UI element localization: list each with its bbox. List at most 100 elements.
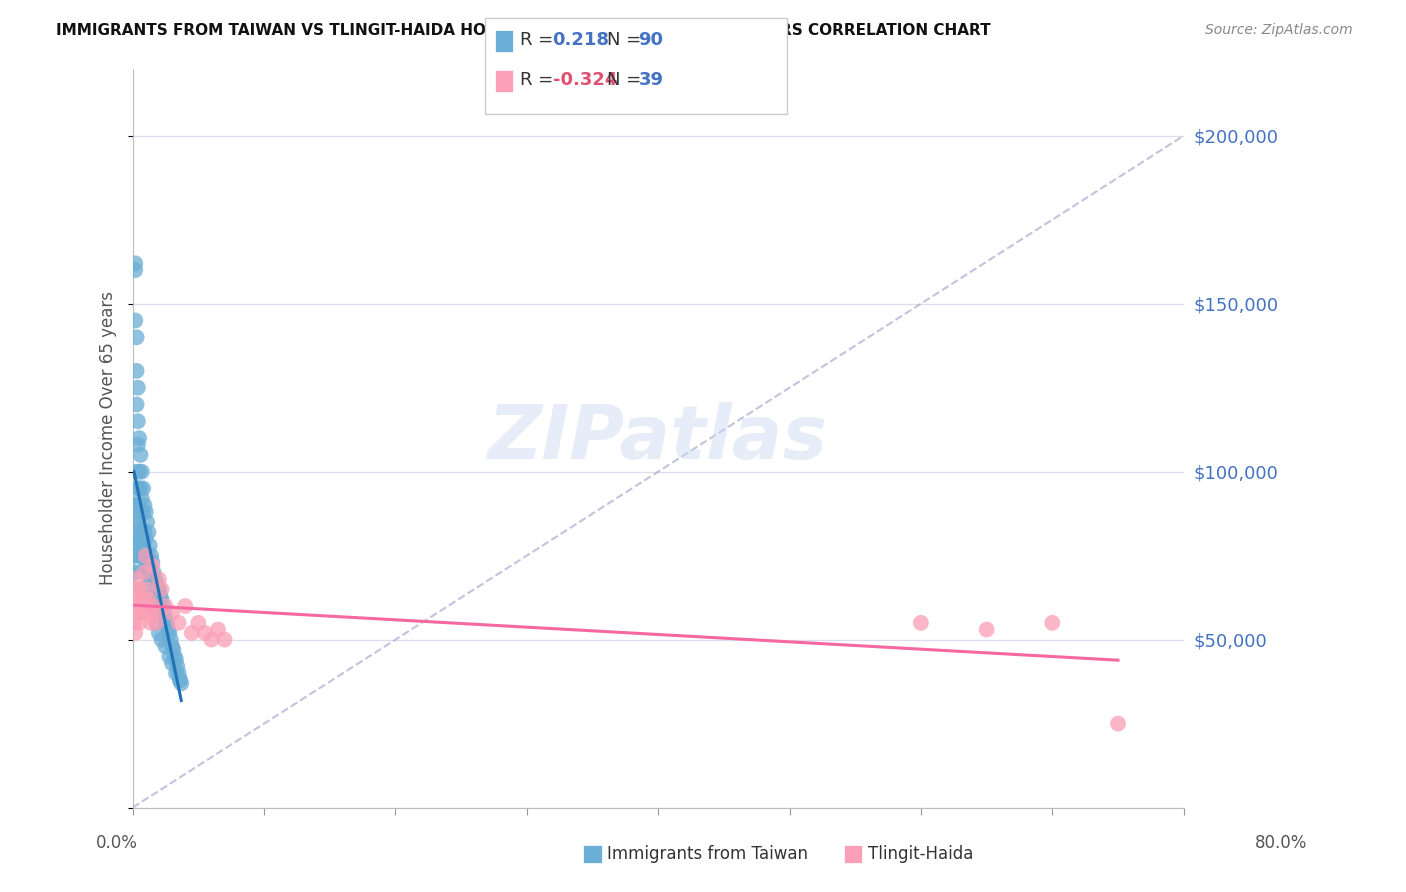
Point (138, 558, 160, 573)
Point (194, 626, 217, 640)
Text: Source: ZipAtlas.com: Source: ZipAtlas.com (1205, 23, 1353, 37)
Point (160, 656, 183, 670)
Point (124, 498, 146, 512)
Point (125, 515, 148, 529)
Point (134, 552, 156, 566)
Point (214, 632, 236, 647)
Point (134, 566, 156, 580)
Point (163, 649, 186, 664)
Point (135, 599, 157, 613)
Point (124, 532, 146, 546)
Point (122, 532, 145, 546)
Point (153, 606, 176, 620)
Point (141, 558, 163, 573)
Point (169, 673, 191, 687)
Point (152, 599, 174, 613)
Point (139, 572, 162, 586)
Y-axis label: Householder Income Over 65 years: Householder Income Over 65 years (100, 291, 117, 585)
Point (128, 482, 150, 496)
Text: R =: R = (520, 71, 554, 89)
Point (127, 438, 149, 452)
Point (125, 397, 148, 411)
Point (135, 566, 157, 580)
Point (135, 549, 157, 563)
Point (129, 482, 152, 496)
Text: 80.0%: 80.0% (1256, 834, 1308, 852)
Point (131, 525, 153, 540)
Text: 0.218: 0.218 (553, 31, 610, 49)
Point (129, 448, 152, 462)
Point (180, 626, 202, 640)
Point (125, 572, 148, 586)
Text: IMMIGRANTS FROM TAIWAN VS TLINGIT-HAIDA HOUSEHOLDER INCOME OVER 65 YEARS CORRELA: IMMIGRANTS FROM TAIWAN VS TLINGIT-HAIDA … (56, 23, 991, 37)
Point (124, 313, 146, 327)
Text: 90: 90 (638, 31, 664, 49)
Point (134, 525, 156, 540)
Point (155, 640, 177, 654)
Point (122, 566, 145, 580)
Point (128, 539, 150, 553)
Point (136, 582, 159, 597)
Point (127, 381, 149, 395)
Point (135, 505, 157, 519)
Point (207, 623, 229, 637)
Point (143, 572, 166, 586)
Point (122, 515, 145, 529)
Point (141, 599, 163, 613)
Point (124, 599, 146, 613)
Point (976, 623, 998, 637)
Point (200, 632, 222, 647)
Point (142, 566, 165, 580)
Point (136, 579, 159, 593)
Point (128, 431, 150, 445)
Point (156, 615, 179, 630)
Text: R =: R = (520, 31, 554, 49)
Point (148, 582, 170, 597)
Point (132, 505, 155, 519)
Point (165, 666, 187, 681)
Point (143, 606, 166, 620)
Point (131, 491, 153, 506)
Point (131, 465, 153, 479)
Point (138, 525, 160, 540)
Point (128, 582, 150, 597)
Point (134, 498, 156, 512)
Point (124, 549, 146, 563)
Point (132, 592, 155, 607)
Text: N =: N = (607, 71, 641, 89)
Point (131, 606, 153, 620)
Point (129, 599, 152, 613)
Point (125, 606, 148, 620)
Point (136, 549, 159, 563)
Point (139, 615, 162, 630)
Text: Immigrants from Taiwan: Immigrants from Taiwan (607, 845, 808, 863)
Point (142, 599, 165, 613)
Point (124, 256, 146, 270)
Point (125, 330, 148, 344)
Text: ZIPatlas: ZIPatlas (488, 401, 828, 475)
Point (138, 592, 160, 607)
Point (187, 615, 209, 630)
Point (128, 465, 150, 479)
Point (127, 532, 149, 546)
Point (125, 465, 148, 479)
Point (146, 582, 169, 597)
Point (132, 482, 155, 496)
Point (150, 632, 173, 647)
Text: Tlingit-Haida: Tlingit-Haida (868, 845, 973, 863)
Point (166, 659, 188, 673)
Point (159, 626, 181, 640)
Point (160, 606, 183, 620)
Point (127, 482, 149, 496)
Point (138, 589, 160, 603)
Point (159, 649, 181, 664)
Point (167, 615, 190, 630)
Point (162, 642, 184, 657)
Point (149, 589, 172, 603)
Point (155, 612, 177, 626)
Point (145, 615, 167, 630)
Point (127, 592, 149, 607)
Point (141, 555, 163, 569)
Point (122, 582, 145, 597)
Point (124, 626, 146, 640)
